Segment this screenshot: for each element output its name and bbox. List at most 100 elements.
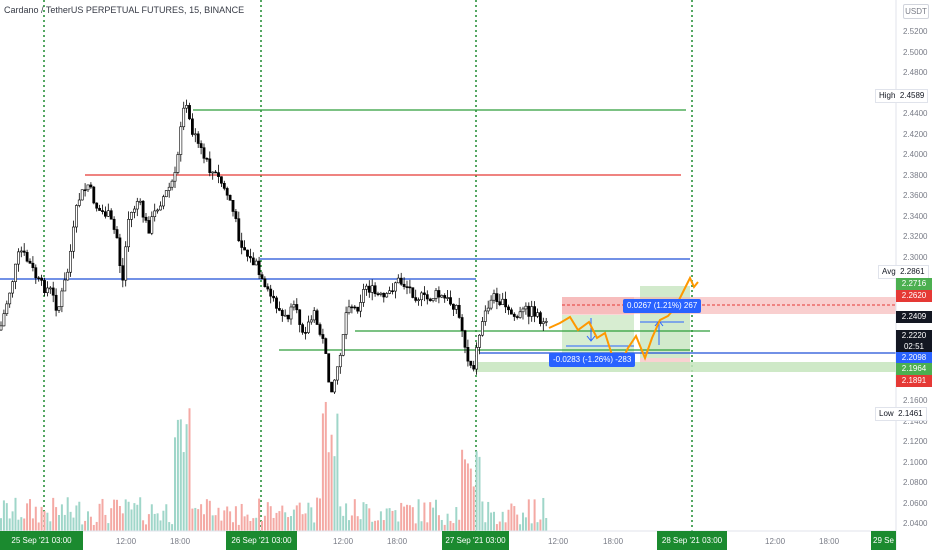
volume-bar (159, 520, 162, 531)
candle-body (469, 360, 473, 366)
candle-body (89, 184, 93, 188)
volume-bar (89, 516, 92, 531)
candle-body (263, 278, 267, 287)
candle-body (356, 306, 360, 312)
candle-body (304, 332, 307, 334)
candle-body (182, 107, 186, 128)
candle-body (449, 297, 452, 305)
time-axis-tick: 18:00 (170, 537, 191, 546)
time-axis-tick: 12:00 (548, 537, 569, 546)
candle-body (202, 147, 206, 159)
volume-bar (58, 514, 60, 531)
volume-bar (377, 520, 379, 531)
volume-bar (66, 497, 69, 531)
volume-bar (278, 511, 281, 531)
volume-bar (124, 499, 127, 531)
price-axis-tick: 2.4200 (903, 129, 928, 139)
volume-bar (156, 513, 159, 531)
volume-bar (165, 504, 168, 531)
volume-bar (493, 511, 495, 531)
volume-bar (150, 504, 153, 531)
volume-bar (301, 514, 304, 531)
candle-body (199, 143, 203, 148)
blue-line-price-tag: 2.2098 (896, 352, 932, 364)
candle-body (312, 310, 316, 321)
price-axis-tick: 2.0600 (903, 498, 928, 508)
candle-body (478, 334, 481, 348)
volume-bar (14, 497, 17, 531)
date-mark: 25 Sep '21 03:00 (0, 531, 83, 550)
candle-body (463, 330, 467, 348)
price-axis-tick: 2.5000 (903, 47, 928, 57)
candle-body (5, 303, 9, 315)
volume-bar (284, 512, 287, 531)
candle-body (25, 252, 29, 262)
candle-body (266, 286, 270, 290)
volume-bar (432, 507, 435, 531)
candle-body (289, 306, 293, 320)
volume-bar (200, 504, 203, 531)
volume-bar (446, 513, 449, 531)
candle-body (104, 211, 107, 217)
candle-body (335, 366, 339, 381)
candle-body (124, 246, 128, 281)
volume-bar (116, 499, 118, 531)
candle-body (489, 299, 493, 309)
candle-body (434, 290, 438, 299)
candle-body (483, 310, 487, 322)
volume-bar (234, 506, 237, 531)
volume-bar (316, 497, 319, 531)
candle-body (257, 260, 261, 275)
time-axis-tick: 18:00 (387, 537, 408, 546)
candle-body (277, 308, 281, 311)
candle-body (385, 293, 389, 298)
volume-bar (527, 499, 530, 531)
volume-bar (324, 401, 327, 531)
volume-bar (330, 434, 333, 531)
volume-bar (304, 513, 307, 531)
volume-bar (145, 524, 147, 531)
candle-body (472, 365, 476, 370)
candle-body (536, 312, 539, 317)
volume-bar (348, 520, 350, 531)
volume-bar (403, 506, 406, 531)
candle-body (22, 250, 26, 253)
volume-bar (287, 517, 290, 531)
volume-bar (461, 449, 464, 531)
volume-bar (101, 498, 104, 531)
volume-bar (84, 520, 87, 531)
volume-bar (290, 516, 292, 531)
volume-bar (168, 522, 171, 531)
candle-body (214, 171, 218, 174)
volume-bar (43, 511, 46, 531)
volume-bar (127, 501, 130, 531)
candle-body (460, 317, 464, 331)
candle-body (234, 211, 238, 219)
candle-body (324, 338, 328, 354)
volume-bar (388, 508, 391, 531)
last-price-tag: 2.2409 (896, 311, 932, 323)
candle-body (153, 210, 157, 218)
volume-bar (220, 520, 223, 531)
candle-body (533, 306, 537, 317)
candle-body (486, 307, 490, 312)
volume-bar (0, 518, 2, 531)
volume-bar (194, 507, 197, 531)
candle-body (391, 290, 394, 293)
currency-button[interactable]: USDT (903, 4, 929, 19)
volume-bar (72, 517, 75, 531)
volume-bar (26, 503, 29, 531)
candle-body (156, 209, 160, 212)
short-measure-arrow-head (586, 335, 596, 342)
candle-body (283, 314, 287, 317)
candle-body (121, 265, 125, 281)
price-axis-tick: 2.1600 (903, 396, 928, 405)
volume-bar (292, 509, 295, 531)
time-axis-tick: 12:00 (765, 537, 786, 546)
volume-bar (223, 510, 226, 531)
date-mark: 28 Sep '21 03:00 (657, 531, 727, 550)
volume-bar (310, 507, 313, 531)
candle-body (176, 154, 180, 173)
volume-bar (365, 503, 368, 531)
